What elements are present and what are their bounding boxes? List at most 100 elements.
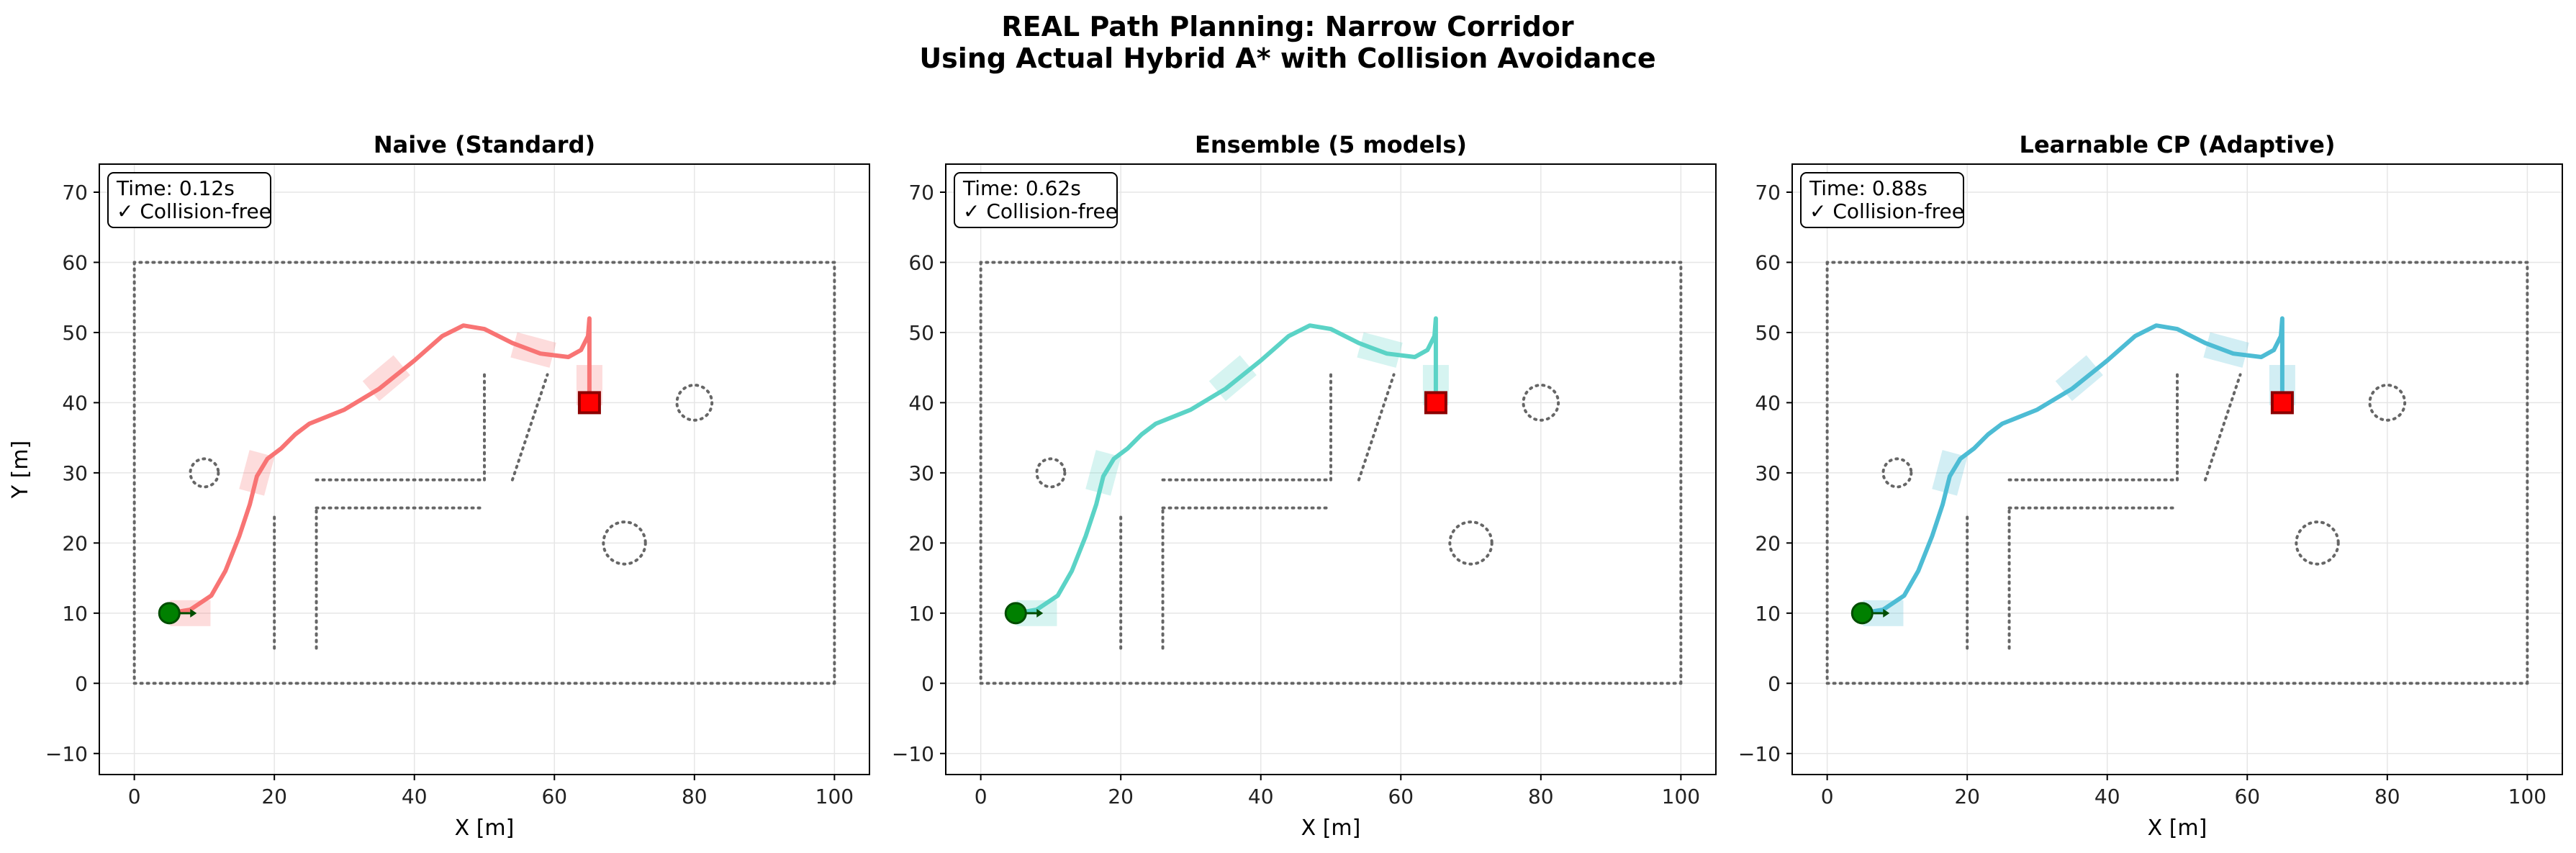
y-tick-label: 30 — [62, 461, 88, 485]
circular-obstacle — [1881, 457, 1913, 489]
info-box-frame — [1800, 172, 1964, 228]
x-tick-label: 60 — [541, 785, 567, 808]
y-axis-label: Y [m] — [8, 441, 33, 500]
x-tick-label: 0 — [975, 785, 988, 808]
x-axis-label: X [m] — [455, 816, 515, 841]
x-tick-label: 80 — [1528, 785, 1554, 808]
start-marker — [1850, 602, 1874, 625]
y-tick-label: 70 — [908, 181, 934, 204]
info-status: ✓ Collision-free — [963, 199, 1118, 223]
y-tick-label: 30 — [908, 461, 934, 485]
y-tick-label: 10 — [1755, 602, 1781, 626]
x-tick-label: 80 — [2374, 785, 2400, 808]
x-tick-label: 20 — [1108, 785, 1134, 808]
y-tick-label: 0 — [75, 672, 88, 695]
y-tick-label: 60 — [62, 251, 88, 274]
info-box: Time: 0.88s✓ Collision-free — [1800, 172, 1964, 228]
goal-marker — [1424, 391, 1447, 415]
y-tick-label: 70 — [62, 181, 88, 204]
x-tick-label: 20 — [261, 785, 287, 808]
panel-title: Naive (Standard) — [374, 131, 595, 158]
goal-marker — [2270, 391, 2294, 415]
x-axis-label: X [m] — [1301, 816, 1361, 841]
y-tick-label: 60 — [908, 251, 934, 274]
info-box-frame — [954, 172, 1118, 228]
start-heading-arrowhead — [1883, 608, 1890, 618]
x-tick-label: 100 — [1662, 785, 1700, 808]
circular-obstacle — [602, 520, 647, 566]
plot-area — [1792, 164, 2562, 775]
plot-area — [99, 164, 869, 775]
planned-path — [1860, 316, 2284, 615]
start-marker — [1004, 602, 1027, 625]
y-tick-label: 20 — [1755, 531, 1781, 555]
info-status: ✓ Collision-free — [117, 199, 271, 223]
panel-2: 0 20 40 60 80 100 −10 0 10 20 30 40 50 60 70 Ensemble (… — [892, 131, 1717, 841]
y-tick-label: 50 — [908, 321, 934, 345]
y-tick-label: 10 — [908, 602, 934, 626]
circular-obstacle — [675, 384, 714, 422]
y-tick-label: 0 — [921, 672, 934, 695]
x-tick-label: 40 — [402, 785, 428, 808]
x-tick-label: 80 — [682, 785, 708, 808]
info-box: Time: 0.62s✓ Collision-free — [954, 172, 1118, 228]
circular-obstacle — [2295, 520, 2340, 566]
x-tick-label: 60 — [1388, 785, 1414, 808]
y-tick-label: 30 — [1755, 461, 1781, 485]
figure-title-line1: REAL Path Planning: Narrow Corridor — [1001, 11, 1573, 42]
x-tick-label: 40 — [2094, 785, 2120, 808]
x-tick-label: 0 — [1821, 785, 1834, 808]
circular-obstacle — [1448, 520, 1493, 566]
circular-obstacle — [2368, 384, 2407, 422]
axes-frame — [1791, 163, 2563, 775]
info-status: ✓ Collision-free — [1809, 199, 1964, 223]
x-tick-label: 60 — [2234, 785, 2260, 808]
start-heading-arrowhead — [190, 608, 197, 618]
y-tick-label: 40 — [908, 391, 934, 415]
y-tick-label: −10 — [892, 742, 934, 766]
planned-path — [1013, 316, 1438, 615]
start-heading-arrowhead — [1036, 608, 1044, 618]
figure-title-line2: Using Actual Hybrid A* with Collision Av… — [919, 42, 1655, 74]
y-tick-label: −10 — [1738, 742, 1781, 766]
y-tick-label: 20 — [908, 531, 934, 555]
panel-1: 0 20 40 60 80 100 −10 0 10 20 30 40 50 60 70 Naive (Sta… — [8, 131, 870, 841]
axes-frame — [945, 163, 1717, 775]
axes-frame — [99, 163, 870, 775]
info-time: Time: 0.12s — [116, 176, 235, 200]
x-tick-label: 100 — [2508, 785, 2546, 808]
circular-obstacle — [1035, 457, 1067, 489]
x-tick-label: 40 — [1248, 785, 1274, 808]
info-box: Time: 0.12s✓ Collision-free — [107, 172, 271, 228]
wall-segment — [510, 373, 549, 482]
goal-marker — [577, 391, 601, 415]
y-tick-label: −10 — [45, 742, 88, 766]
y-tick-label: 20 — [62, 531, 88, 555]
y-tick-label: 60 — [1755, 251, 1781, 274]
y-tick-label: 50 — [62, 321, 88, 345]
start-marker — [158, 602, 181, 625]
y-tick-label: 10 — [62, 602, 88, 626]
y-tick-label: 0 — [1768, 672, 1781, 695]
wall-segment — [1357, 373, 1396, 482]
wall-segment — [2203, 373, 2242, 482]
info-box-frame — [107, 172, 271, 228]
plot-area — [946, 164, 1716, 775]
x-tick-label: 100 — [815, 785, 854, 808]
y-tick-label: 70 — [1755, 181, 1781, 204]
y-tick-label: 50 — [1755, 321, 1781, 345]
x-axis-label: X [m] — [2148, 816, 2207, 841]
planned-path — [167, 316, 592, 615]
info-time: Time: 0.88s — [1809, 176, 1928, 200]
panel-3: 0 20 40 60 80 100 −10 0 10 20 30 40 50 60 70 Learnable … — [1738, 131, 2563, 841]
y-tick-label: 40 — [62, 391, 88, 415]
panel-title: Learnable CP (Adaptive) — [2020, 131, 2336, 158]
y-tick-label: 40 — [1755, 391, 1781, 415]
circular-obstacle — [1522, 384, 1560, 422]
x-tick-label: 0 — [128, 785, 141, 808]
x-tick-label: 20 — [1954, 785, 1980, 808]
panel-title: Ensemble (5 models) — [1195, 131, 1467, 158]
info-time: Time: 0.62s — [962, 176, 1081, 200]
